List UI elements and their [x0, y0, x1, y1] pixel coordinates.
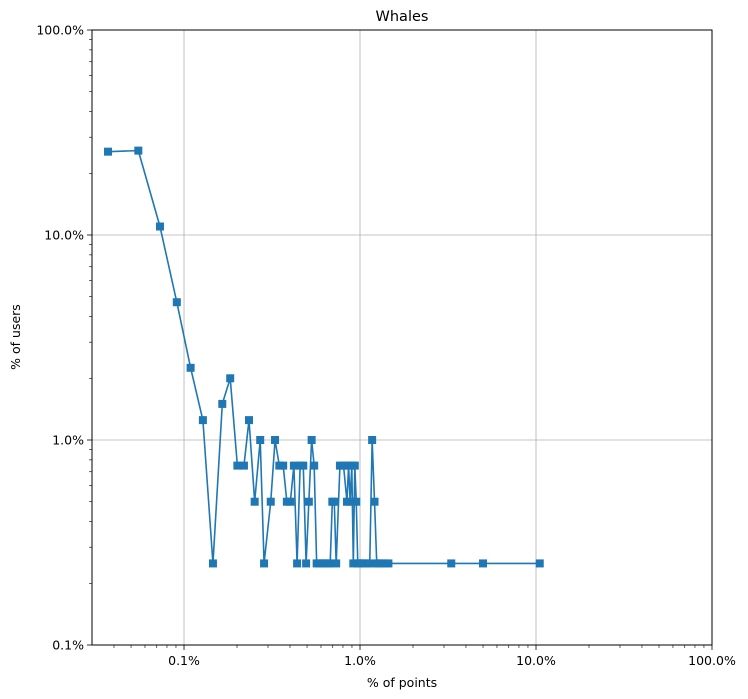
data-point-marker — [104, 147, 113, 156]
data-point-marker — [368, 436, 377, 444]
data-point-marker — [479, 559, 488, 568]
data-point-marker — [339, 461, 348, 470]
series-line — [108, 149, 540, 565]
data-point-marker — [239, 461, 248, 470]
x-axis-label: % of points — [367, 675, 437, 690]
plot-frame — [91, 29, 713, 646]
major-ticks — [87, 29, 713, 650]
data-point-marker — [208, 559, 217, 568]
data-point-marker — [260, 559, 269, 568]
data-point-marker — [266, 497, 275, 506]
data-point-marker — [349, 559, 358, 568]
data-point-marker — [384, 559, 393, 568]
series-markers — [104, 146, 544, 568]
y-tick-label: 10.0% — [44, 228, 84, 243]
data-point-marker — [304, 497, 313, 506]
y-tick-labels: 0.1% 1.0% 10.0% 100.0% — [36, 23, 84, 653]
data-point-marker — [535, 559, 544, 568]
data-point-marker — [134, 146, 143, 155]
data-point-marker — [365, 559, 374, 568]
data-point-marker — [310, 461, 319, 470]
data-point-marker — [332, 559, 341, 568]
chart-title: Whales — [376, 9, 429, 25]
y-tick-label: 1.0% — [52, 433, 84, 448]
data-point-marker — [155, 222, 164, 231]
data-point-marker — [286, 497, 295, 506]
minor-ticks — [89, 39, 705, 648]
data-point-marker — [226, 374, 235, 383]
data-point-marker — [186, 363, 195, 372]
x-tick-label: 100.0% — [688, 653, 736, 668]
data-point-marker — [256, 436, 265, 444]
series-polyline — [108, 149, 540, 565]
x-tick-label: 0.1% — [168, 653, 200, 668]
data-point-marker — [302, 559, 311, 568]
x-tick-labels: 0.1% 1.0% 10.0% 100.0% — [168, 653, 736, 668]
x-tick-label: 10.0% — [516, 653, 556, 668]
data-point-marker — [326, 559, 335, 568]
data-point-marker — [370, 497, 379, 506]
data-point-marker — [346, 497, 355, 506]
y-axis-label: % of users — [8, 304, 23, 370]
data-point-marker — [299, 461, 308, 470]
data-point-marker — [377, 559, 386, 568]
data-point-marker — [245, 416, 254, 425]
data-point-marker — [198, 416, 207, 425]
data-point-marker — [271, 436, 280, 444]
data-point-marker — [279, 461, 288, 470]
x-tick-label: 1.0% — [344, 653, 376, 668]
data-point-marker — [233, 461, 242, 470]
y-tick-label: 100.0% — [36, 23, 84, 38]
data-point-marker — [307, 436, 316, 444]
data-point-marker — [293, 559, 302, 568]
data-point-marker — [350, 461, 359, 470]
data-point-marker — [218, 399, 227, 408]
y-tick-label: 0.1% — [52, 638, 84, 653]
data-point-marker — [330, 497, 339, 506]
data-point-marker — [250, 497, 259, 506]
data-point-marker — [352, 497, 361, 506]
data-point-marker — [172, 298, 181, 307]
data-point-marker — [289, 461, 298, 470]
data-point-marker — [447, 559, 456, 568]
